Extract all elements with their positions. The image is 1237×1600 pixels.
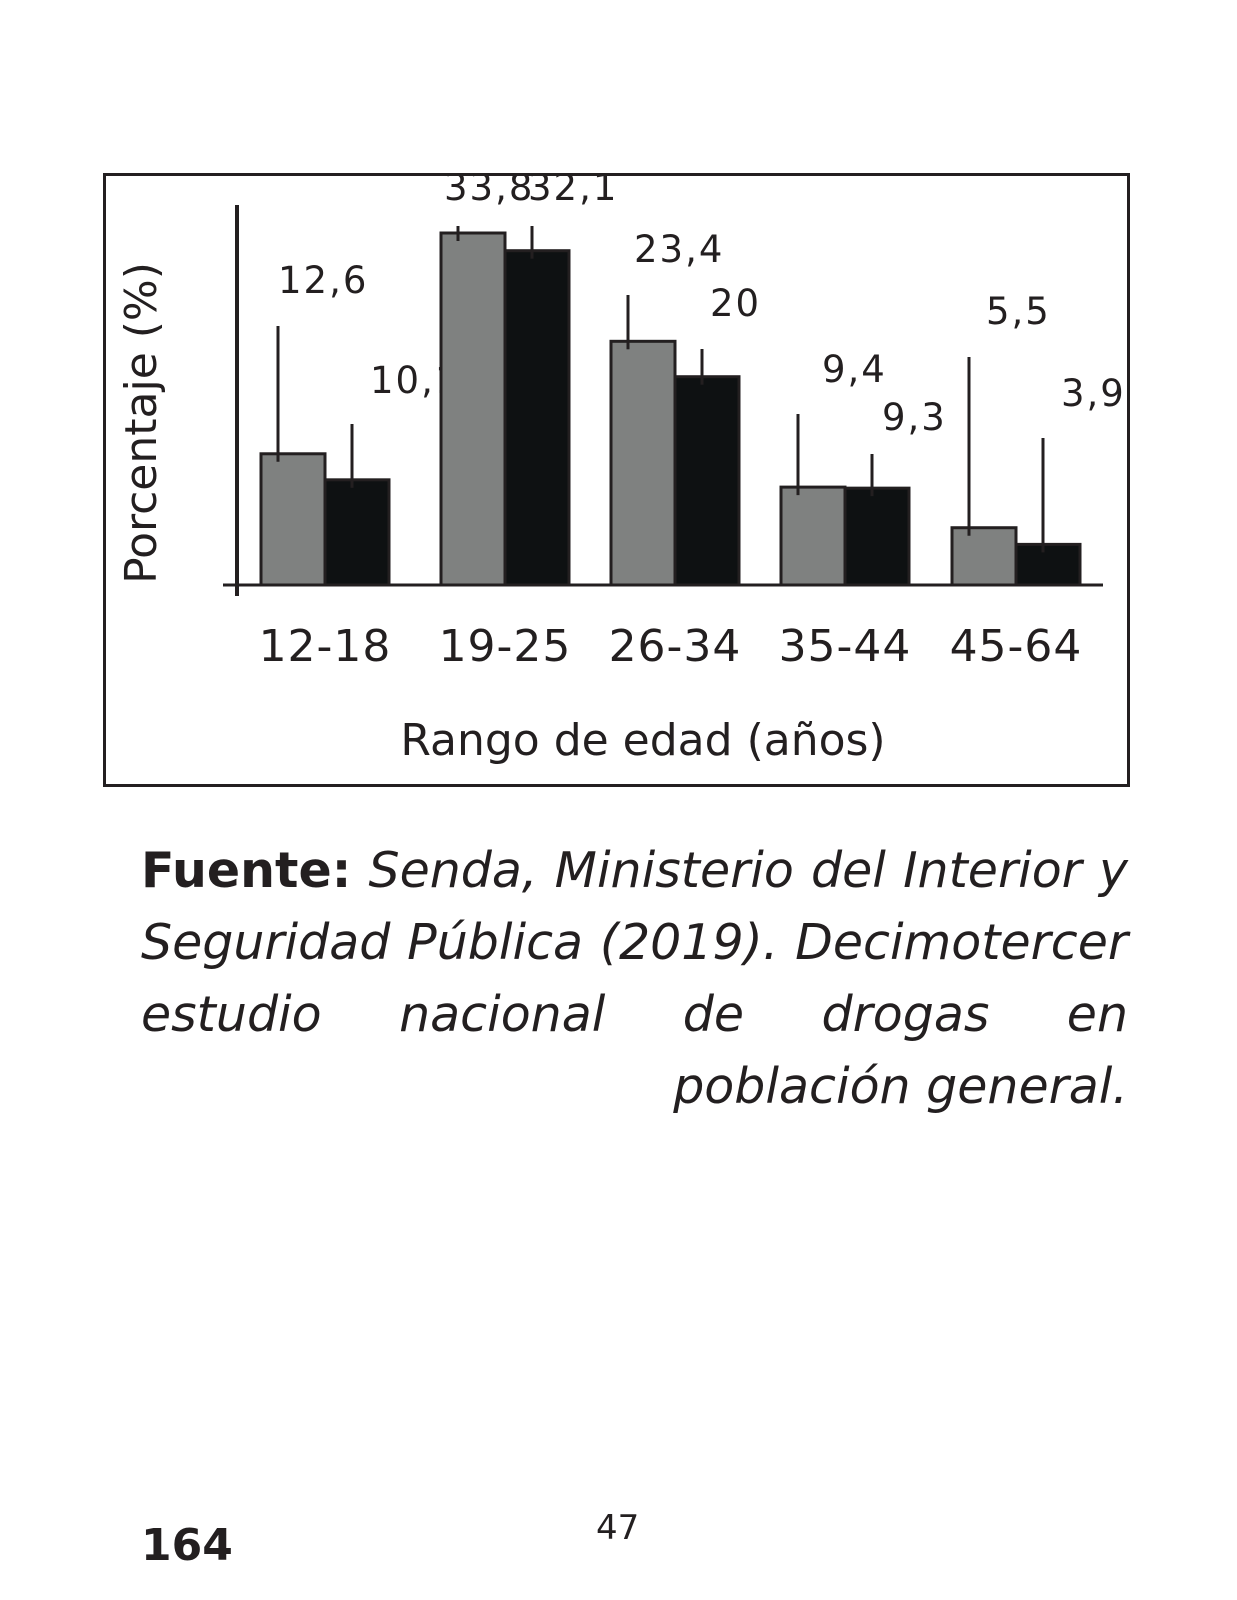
bar-45-64-series-1 — [950, 526, 1018, 587]
bar-19-25-series-2 — [503, 249, 571, 587]
source-label: Fuente: — [141, 842, 352, 899]
folio-number: 47 — [596, 1508, 640, 1548]
bar-19-25-series-1 — [439, 231, 507, 587]
data-label-26-34-series-1: 23,4 — [634, 228, 724, 271]
bar-26-34-series-2 — [673, 375, 741, 587]
data-label-45-64-series-2: 3,9 — [1061, 372, 1126, 415]
bar-12-18-series-1 — [259, 452, 327, 587]
bar-26-34-series-1 — [609, 339, 677, 587]
data-label-35-44-series-2: 9,3 — [882, 396, 947, 439]
data-label-19-25-series-2: 32,1 — [528, 176, 618, 209]
x-tick-label-19-25: 19-25 — [439, 621, 572, 672]
data-label-12-18-series-1: 12,6 — [278, 259, 368, 302]
bar-12-18-series-2 — [323, 478, 391, 587]
chart-frame: 12,6 10,1 12-18 33,8 32,1 19-25 23,4 20 26-34 9,4… — [103, 173, 1130, 787]
data-label-26-34-series-2: 20 — [710, 282, 761, 325]
data-label-19-25-series-1: 33,8 — [444, 176, 534, 209]
page-number: 164 — [141, 1520, 233, 1571]
x-axis-title: Rango de edad (años) — [400, 715, 885, 766]
x-tick-label-26-34: 26-34 — [609, 621, 742, 672]
data-label-35-44-series-1: 9,4 — [822, 348, 887, 391]
bar-45-64-series-2 — [1014, 542, 1082, 587]
bar-35-44-series-1 — [779, 485, 847, 587]
data-label-45-64-series-1: 5,5 — [986, 290, 1051, 333]
y-axis-title: Porcentaje (%) — [116, 262, 167, 584]
bar-35-44-series-2 — [843, 486, 911, 587]
source-text: Senda, Ministerio del Interior y Segurid… — [141, 842, 1128, 1115]
x-tick-label-35-44: 35-44 — [779, 621, 912, 672]
x-tick-label-45-64: 45-64 — [950, 621, 1083, 672]
x-tick-label-12-18: 12-18 — [259, 621, 392, 672]
source-caption: Fuente: Senda, Ministerio del Interior y… — [141, 835, 1128, 1123]
bar-chart: 12,610,112-1833,832,119-2523,42026-349,4… — [116, 176, 1126, 766]
